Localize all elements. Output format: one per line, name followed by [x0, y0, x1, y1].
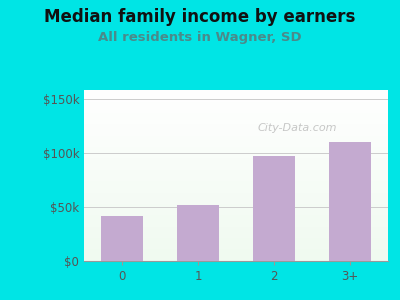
Bar — [329, 142, 371, 261]
Bar — [253, 156, 295, 261]
Bar — [177, 205, 219, 261]
Text: Median family income by earners: Median family income by earners — [44, 8, 356, 26]
Bar — [101, 215, 143, 261]
Text: All residents in Wagner, SD: All residents in Wagner, SD — [98, 32, 302, 44]
Text: City-Data.com: City-Data.com — [257, 123, 336, 133]
